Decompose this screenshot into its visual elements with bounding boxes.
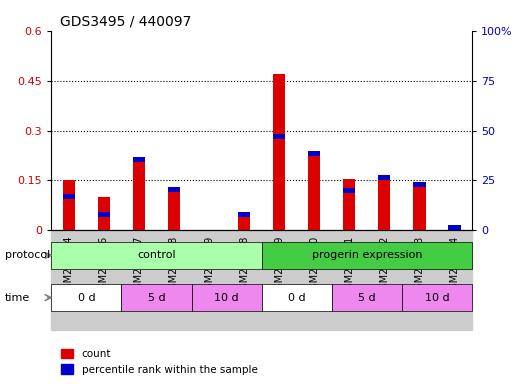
Bar (413, 182, 425, 187)
Bar (448, 225, 461, 230)
Text: time: time (5, 293, 30, 303)
Text: GDS3495 / 440097: GDS3495 / 440097 (60, 14, 191, 28)
FancyBboxPatch shape (262, 284, 332, 311)
Bar (63, 180, 75, 230)
Bar (332, 230, 367, 330)
Text: 10 d: 10 d (214, 293, 239, 303)
Bar (98, 197, 110, 230)
Text: protocol: protocol (5, 250, 50, 260)
Bar (122, 230, 156, 330)
Bar (378, 175, 390, 230)
Bar (227, 230, 262, 330)
Bar (378, 175, 390, 180)
Bar (238, 212, 250, 230)
Legend: count, percentile rank within the sample: count, percentile rank within the sample (56, 345, 262, 379)
Text: control: control (137, 250, 176, 260)
Bar (413, 182, 425, 230)
FancyBboxPatch shape (191, 284, 262, 311)
Bar (273, 74, 285, 230)
Text: 0 d: 0 d (77, 293, 95, 303)
Bar (191, 230, 227, 330)
FancyBboxPatch shape (262, 242, 472, 269)
Bar (98, 212, 110, 217)
Text: 0 d: 0 d (288, 293, 306, 303)
Text: 5 d: 5 d (358, 293, 376, 303)
Bar (133, 157, 145, 230)
Bar (308, 151, 320, 230)
Bar (86, 230, 122, 330)
Bar (297, 230, 332, 330)
Text: progerin expression: progerin expression (311, 250, 422, 260)
Bar (133, 157, 145, 162)
FancyBboxPatch shape (402, 284, 472, 311)
Bar (262, 230, 297, 330)
Text: 10 d: 10 d (425, 293, 449, 303)
Text: 5 d: 5 d (148, 293, 165, 303)
FancyBboxPatch shape (51, 242, 262, 269)
Bar (367, 230, 402, 330)
FancyBboxPatch shape (51, 284, 122, 311)
Bar (273, 134, 285, 139)
Bar (437, 230, 472, 330)
Bar (168, 187, 180, 230)
FancyBboxPatch shape (332, 284, 402, 311)
FancyBboxPatch shape (122, 284, 191, 311)
Bar (156, 230, 191, 330)
Bar (343, 188, 356, 193)
Bar (238, 212, 250, 217)
Bar (51, 230, 86, 330)
Bar (63, 194, 75, 199)
Bar (168, 187, 180, 192)
Bar (402, 230, 437, 330)
Bar (343, 179, 356, 230)
Bar (448, 227, 461, 230)
Bar (308, 151, 320, 156)
